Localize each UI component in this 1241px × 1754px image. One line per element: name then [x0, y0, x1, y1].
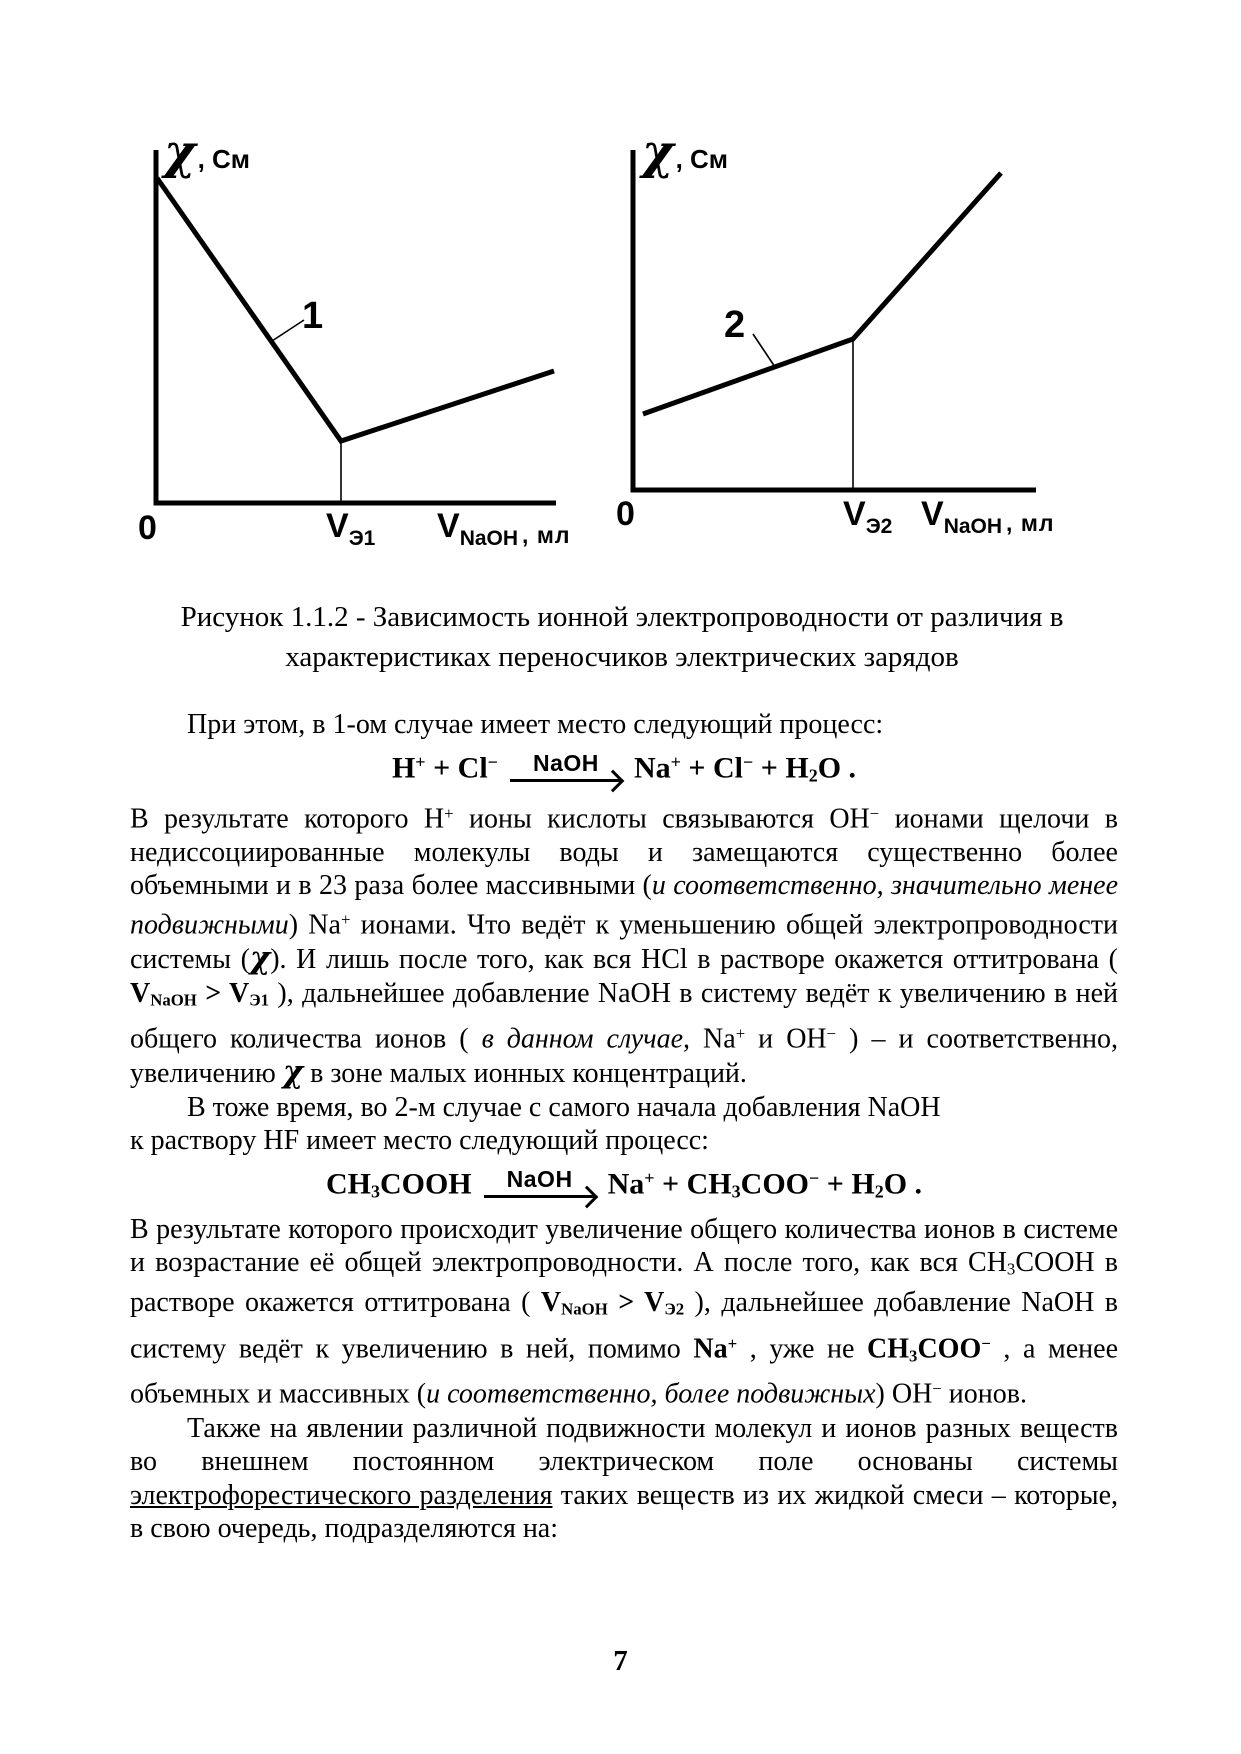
reaction-arrow: NaOH [509, 749, 622, 782]
chi-symbol: χ [164, 124, 196, 180]
figure-caption: Рисунок 1.1.2 - Зависимость ионной элект… [128, 597, 1116, 677]
paragraph-process-1-intro: При этом, в 1-ом случае имеет место след… [187, 709, 884, 740]
paragraph-electrophoresis: Также на явлении различной подвижности м… [130, 1412, 1118, 1545]
chart2-equivalence-volume-label: VЭ2 [843, 495, 893, 538]
chi-symbol: χ [642, 124, 674, 180]
chart2-x-axis-label: VNaOH, мл [921, 495, 1055, 538]
chart1-origin-label: 0 [138, 509, 157, 547]
right-arrow-icon [483, 1194, 596, 1198]
paragraph-case-2-intro-line-2: к раствору HF имеет место следующий проц… [130, 1125, 709, 1157]
figure-caption-line-2: характеристиках переносчиков электрическ… [285, 641, 959, 673]
reaction-arrow: NaOH [483, 1165, 596, 1198]
chart1-equivalence-volume-label: VЭ1 [326, 507, 376, 550]
chart1-curve-number-label: 1 [302, 295, 324, 337]
chart1-y-axis-label: χ, См [164, 128, 250, 176]
chart1-curve-pointer-line [271, 319, 305, 342]
chart1-curve [154, 176, 555, 444]
y-axis-units: , См [197, 144, 251, 174]
equation-ch3cooh-naoh: CH3COOH NaOH Na+ + CH3COO− + H2O . [325, 1165, 923, 1201]
equation-hcl-naoh: H+ + Cl− NaOH Na+ + Cl− + H2O . [391, 749, 857, 785]
page-number: 7 [613, 1645, 628, 1677]
paragraph-ch3cooh-explanation: В результате которого происходит увеличе… [130, 1213, 1118, 1411]
chart2-curve [642, 171, 1003, 417]
figure-caption-line-1: Рисунок 1.1.2 - Зависимость ионной элект… [180, 601, 1064, 633]
paragraph-case-2-intro-line-1: В тоже время, во 2-м случае с самого нач… [187, 1091, 941, 1123]
chart2-origin-label: 0 [616, 495, 635, 533]
chart1-x-axis-label: VNaOH, мл [437, 507, 571, 550]
chart2-curve-pointer-line [752, 333, 776, 368]
chart2-y-axis-label: χ, См [642, 128, 728, 176]
chart2-axes [630, 150, 1036, 493]
y-axis-units: , См [675, 144, 729, 174]
figure-1-1-2: χ, См 1 0 VЭ1 VNaOH, мл χ, См 2 0 VЭ2 VN… [0, 0, 1241, 575]
chart2-curve-number-label: 2 [724, 304, 746, 346]
right-arrow-icon [509, 778, 622, 782]
body-text: При этом, в 1-ом случае имеет место след… [130, 708, 1118, 1546]
paragraph-hcl-explanation: В результате которого H+ ионы кислоты св… [130, 803, 1119, 1091]
reaction-arrow-reagent: NaOH [506, 1165, 573, 1192]
reaction-arrow-reagent: NaOH [532, 749, 599, 776]
titration-charts-svg [153, 150, 1036, 506]
chart1-axes [153, 150, 556, 506]
